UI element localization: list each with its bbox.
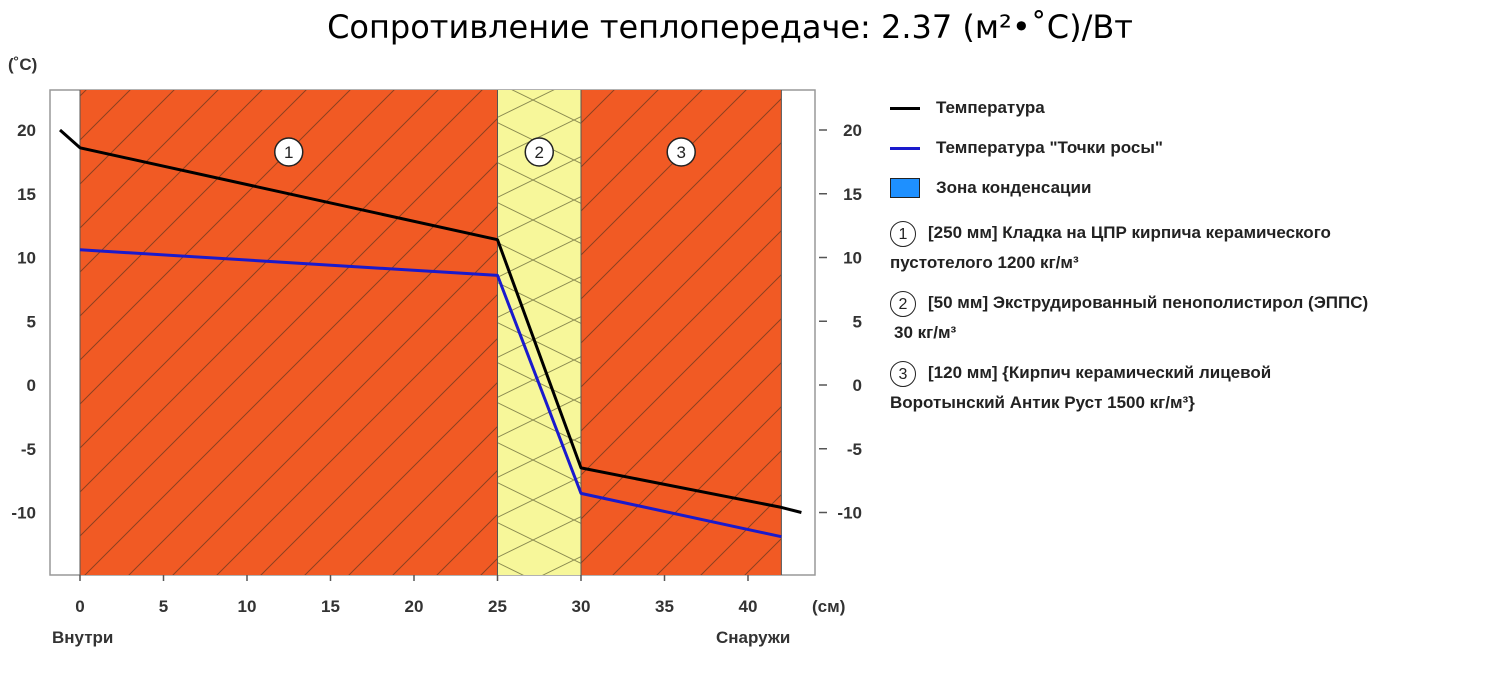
legend: Температура Температура "Точки росы" Зон… (890, 88, 1495, 418)
y-tick-label-left: -10 (11, 504, 36, 523)
x-tick-label: 30 (572, 597, 591, 616)
legend-item-condensation: Зона конденсации (890, 168, 1495, 208)
x-tick-label: 25 (488, 597, 507, 616)
x-left-label: Внутри (52, 628, 113, 647)
layer-number-badge: 1 (890, 220, 916, 247)
legend-label-dew-point: Температура "Точки росы" (936, 138, 1163, 157)
layer-description-line1: [120 мм] {Кирпич керамический лицевой (928, 363, 1272, 382)
y-tick-label-right: 20 (843, 121, 862, 140)
layer-marker-label: 3 (676, 143, 685, 162)
y-tick-label-left: 10 (17, 249, 36, 268)
layer-description-line2: Воротынский Антик Руст 1500 кг/м³} (890, 393, 1195, 412)
x-tick-label: 10 (238, 597, 257, 616)
y-tick-label-right: -10 (837, 504, 862, 523)
x-tick-label: 5 (159, 597, 168, 616)
layer-description-line1: [250 мм] Кладка на ЦПР кирпича керамичес… (928, 223, 1331, 242)
legend-label-temperature: Температура (936, 98, 1045, 117)
y-tick-label-right: 5 (853, 312, 862, 331)
layer-legend-3: 3 [120 мм] {Кирпич керамический лицевой В… (890, 358, 1495, 418)
legend-swatch-condensation (890, 178, 920, 198)
legend-swatch-dew-point (890, 146, 920, 150)
y-tick-label-right: -5 (847, 440, 862, 459)
legend-item-dew-point: Температура "Точки росы" (890, 128, 1495, 168)
y-tick-label-left: 20 (17, 121, 36, 140)
wall-layer-pattern-3 (581, 90, 782, 575)
y-tick-label-left: 0 (27, 376, 36, 395)
temperature-line (59, 128, 802, 514)
layer-marker-2 (524, 137, 554, 167)
layer-legend-2: 2 [50 мм] Экструдированный пенополистирол… (890, 288, 1495, 348)
legend-label-condensation: Зона конденсации (936, 178, 1092, 197)
y-tick-label-left: 5 (27, 312, 36, 331)
layer-number-badge: 3 (890, 360, 916, 387)
legend-item-temperature: Температура (890, 88, 1495, 128)
wall-temperature-chart: 1 2 3 0 5 10 15 20 25 30 35 40 20 20 15 15 10 10 5 5 0 0 -5 -5… (8, 55, 862, 647)
x-right-label: Снаружи (716, 628, 790, 647)
layer-marker-3 (666, 137, 696, 167)
layer-description-line1: [50 мм] Экструдированный пенополистирол … (928, 293, 1369, 312)
layer-legend-1: 1 [250 мм] Кладка на ЦПР кирпича керамиче… (890, 218, 1495, 278)
y-tick-label-left: 15 (17, 185, 36, 204)
y-tick-label-right: 10 (843, 249, 862, 268)
layer-marker-label: 1 (284, 143, 293, 162)
layer-marker-label: 2 (535, 143, 544, 162)
y-tick-label-right: 0 (853, 376, 862, 395)
x-tick-label: 20 (405, 597, 424, 616)
wall-layer-pattern-2 (497, 90, 581, 575)
dew-point-line (79, 248, 782, 539)
layer-description-line2: 30 кг/м³ (894, 323, 957, 342)
x-axis-label: (см) (812, 597, 845, 616)
y-axis-label: (˚C) (8, 55, 37, 74)
legend-swatch-temperature (890, 106, 920, 110)
y-tick-label-left: -5 (21, 440, 36, 459)
x-tick-label: 35 (655, 597, 674, 616)
x-tick-label: 15 (321, 597, 340, 616)
wall-layer-pattern-1 (80, 90, 498, 575)
x-tick-label: 0 (75, 597, 84, 616)
layer-marker-1 (274, 137, 304, 167)
x-tick-label: 40 (739, 597, 758, 616)
chart-title: Сопротивление теплопередаче: 2.37 (м²•˚C… (327, 8, 1133, 46)
y-tick-label-right: 15 (843, 185, 862, 204)
layer-description-line2: пустотелого 1200 кг/м³ (890, 253, 1079, 272)
layer-number-badge: 2 (890, 290, 916, 317)
